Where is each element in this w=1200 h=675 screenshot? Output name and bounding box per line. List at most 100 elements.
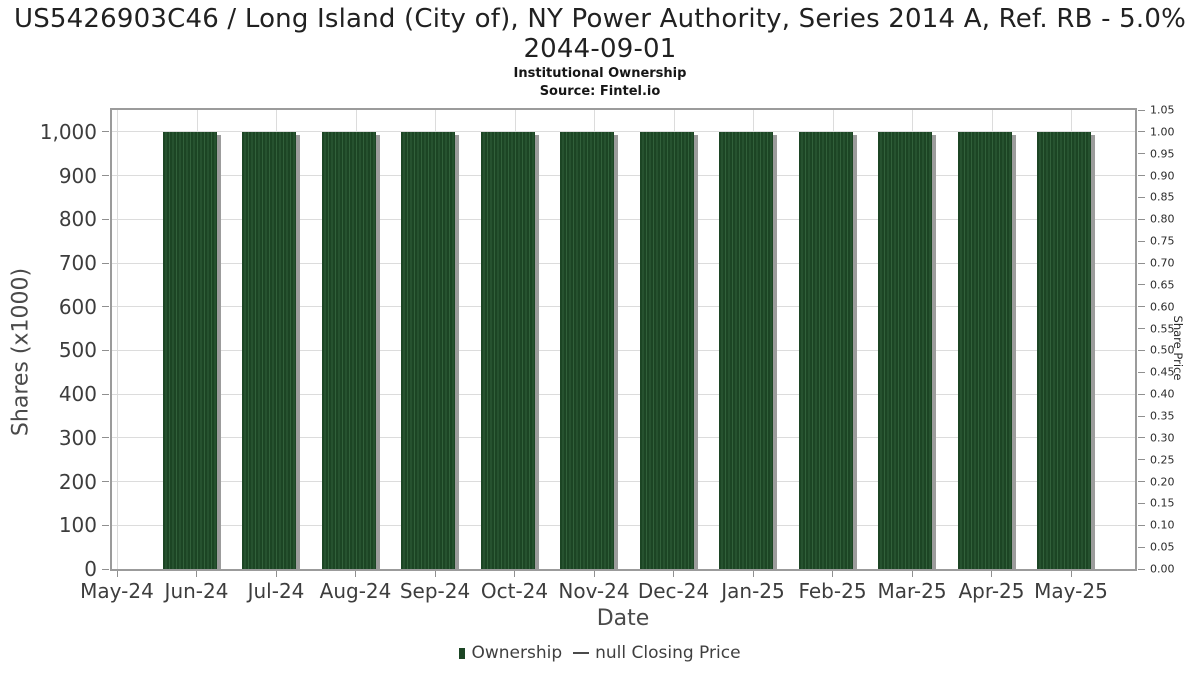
x-axis-tick (514, 571, 515, 577)
x-axis-tick-label: Oct-24 (480, 579, 549, 603)
y-axis-left-tick (102, 481, 109, 483)
legend-item-closing-price[interactable]: null Closing Price (573, 643, 741, 663)
ownership-swatch-icon (459, 647, 466, 659)
y-axis-right-tick-label: 0.60 (1150, 300, 1175, 314)
x-axis-tick (1070, 571, 1072, 577)
gridline-horizontal (112, 218, 1135, 220)
y-axis-right-tick-label: 0.65 (1150, 278, 1175, 292)
y-axis-right-tick-label: 0.00 (1150, 562, 1175, 576)
y-axis-right-tick (1138, 546, 1145, 548)
y-axis-right-tick (1138, 481, 1145, 483)
y-axis-left-tick (102, 218, 109, 220)
y-axis-right-tick (1138, 131, 1145, 133)
y-axis-right-tick (1138, 218, 1145, 220)
y-axis-left-tick-label: 400 (58, 382, 97, 407)
x-axis-tick-label: Jul-24 (247, 579, 305, 603)
gridline-horizontal (112, 131, 1135, 133)
gridline-horizontal (112, 349, 1135, 351)
y-axis-right-tick-label: 1.00 (1150, 125, 1175, 139)
y-axis-right-tick-label: 0.05 (1150, 540, 1175, 554)
y-axis-right-tick (1138, 153, 1145, 155)
y-axis-right-tick (1138, 262, 1145, 264)
legend-item-ownership[interactable]: Ownership (459, 643, 562, 663)
x-axis-tick-label: May-24 (80, 579, 154, 603)
y-axis-right-tick-label: 0.85 (1150, 190, 1175, 204)
x-axis-tick-label: Aug-24 (319, 579, 392, 603)
y-axis-left-tick-label: 100 (58, 513, 97, 538)
ownership-bar[interactable] (560, 131, 614, 569)
y-axis-right-tick-label: 0.75 (1150, 234, 1175, 248)
y-axis-left-tick (102, 131, 109, 133)
chart-title: US5426903C46 / Long Island (City of), NY… (13, 4, 1186, 64)
y-axis-left-tick (102, 568, 109, 570)
x-axis-tick (752, 571, 754, 577)
y-axis-left-tick-label: 200 (58, 469, 97, 494)
ownership-bar[interactable] (1037, 131, 1091, 569)
y-axis-right-tick-label: 0.25 (1150, 453, 1175, 467)
y-axis-right-tick-label: 0.80 (1150, 212, 1175, 226)
x-axis-tick (991, 571, 992, 577)
y-axis-left-tick-label: 800 (58, 207, 97, 232)
y-axis-right-tick (1138, 196, 1145, 198)
y-axis-left-tick (102, 349, 109, 351)
ownership-bar[interactable] (639, 131, 694, 569)
x-axis-tick (116, 571, 118, 577)
ownership-bar[interactable] (957, 131, 1012, 569)
y-axis-right-tick-label: 0.40 (1150, 387, 1175, 401)
ownership-bar[interactable] (242, 131, 296, 569)
y-axis-left-tick (102, 524, 109, 526)
y-axis-right-tick (1138, 371, 1145, 373)
y-axis-right-tick-label: 0.20 (1150, 475, 1175, 489)
y-axis-right-tick (1138, 175, 1145, 177)
ownership-bar[interactable] (719, 131, 773, 569)
x-axis-tick-label: Jun-24 (164, 579, 229, 603)
y-axis-right-tick-label: 1.05 (1150, 103, 1175, 117)
x-axis-tick (275, 571, 277, 577)
y-axis-left-tick-label: 500 (58, 338, 97, 363)
x-axis-tick (832, 571, 833, 577)
gridline-horizontal (112, 306, 1135, 308)
y-axis-left-tick-label: 300 (58, 425, 97, 450)
y-axis-left-tick-label: 1,000 (39, 119, 97, 144)
x-axis-tick (673, 571, 674, 577)
ownership-bar[interactable] (878, 131, 932, 569)
y-axis-right-tick (1138, 306, 1145, 308)
x-axis-tick-label: Mar-25 (877, 579, 947, 603)
ownership-bar[interactable] (480, 131, 535, 569)
plot-area (110, 108, 1137, 571)
y-axis-right-title: Share Price (1171, 315, 1185, 381)
y-axis-right-tick (1138, 415, 1145, 417)
source-label: Source: Fintel.io (539, 84, 661, 99)
y-axis-left-tick-label: 900 (58, 163, 97, 188)
y-axis-right-tick (1138, 240, 1145, 242)
y-axis-left-tick (102, 262, 109, 264)
y-axis-right-tick (1138, 502, 1145, 504)
ownership-bar[interactable] (321, 131, 376, 569)
gridline-horizontal (112, 175, 1135, 177)
gridline-horizontal (112, 481, 1135, 483)
ownership-bar[interactable] (401, 131, 455, 569)
y-axis-right-tick-label: 0.95 (1150, 147, 1175, 161)
x-axis-tick-label: Dec-24 (637, 579, 710, 603)
x-axis-tick (911, 571, 913, 577)
y-axis-right-tick (1138, 459, 1145, 461)
y-axis-right-tick-label: 0.35 (1150, 409, 1175, 423)
y-axis-left-tick (102, 393, 109, 395)
x-axis-tick-label: Sep-24 (399, 579, 471, 603)
x-axis-tick (196, 571, 197, 577)
y-axis-left-tick-label: 600 (58, 294, 97, 319)
legend-label: null Closing Price (595, 643, 741, 663)
y-axis-right-tick-label: 0.15 (1150, 496, 1175, 510)
ownership-bar[interactable] (162, 131, 217, 569)
y-axis-left-title: Shares (x1000) (8, 267, 34, 437)
y-axis-right-tick (1138, 524, 1145, 526)
gridline-horizontal (112, 262, 1135, 264)
gridline-horizontal (112, 437, 1135, 439)
chart-subtitle: Institutional Ownership (513, 66, 687, 81)
y-axis-right-tick-label: 0.10 (1150, 518, 1175, 532)
y-axis-right-tick (1138, 284, 1145, 286)
y-axis-right-tick (1138, 437, 1145, 439)
x-axis-tick-label: Apr-25 (958, 579, 1025, 603)
x-axis-tick-label: Feb-25 (798, 579, 867, 603)
ownership-bar[interactable] (798, 131, 853, 569)
